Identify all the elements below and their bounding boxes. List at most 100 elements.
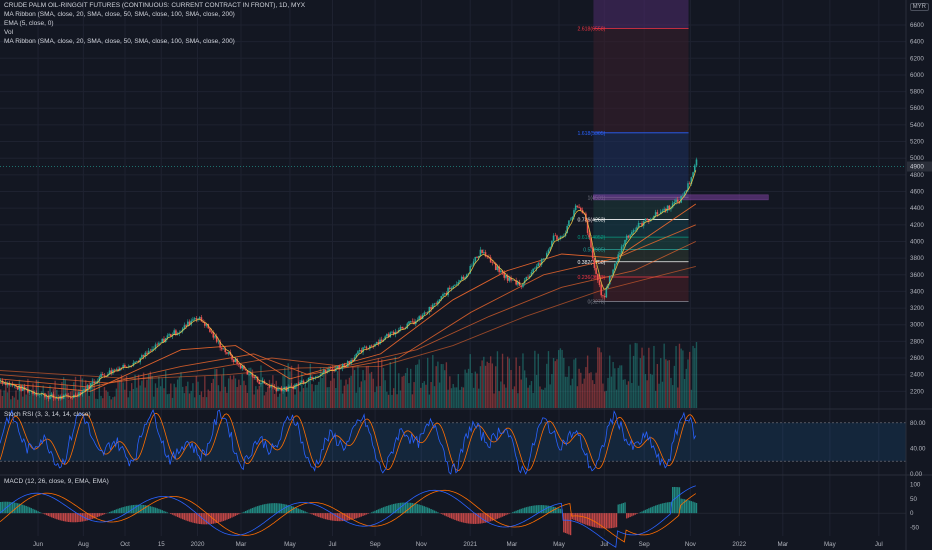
candle-body: [552, 235, 555, 241]
macd-hist-bar: [171, 513, 174, 515]
ma-ribbon-line: [0, 224, 696, 388]
macd-hist-bar: [641, 511, 643, 514]
candle-body: [246, 370, 249, 375]
candle-body: [535, 266, 538, 269]
stoch-rsi-pane[interactable]: [0, 408, 906, 475]
volume-bar: [112, 397, 114, 408]
volume-bar: [214, 369, 216, 408]
candle-body: [311, 376, 313, 379]
candle-body: [576, 205, 579, 207]
candle-body: [591, 247, 594, 259]
indicator-ma-ribbon-2[interactable]: MA Ribbon (SMA, close, 20, SMA, close, 5…: [4, 38, 235, 45]
volume-bar: [44, 395, 46, 408]
stoch-y-tick-label: 80.00: [910, 420, 926, 427]
volume-bar: [3, 390, 5, 408]
macd-hist-bar: [205, 513, 208, 525]
volume-bar: [663, 343, 665, 408]
volume-bar: [620, 365, 623, 408]
indicator-vol[interactable]: Vol: [4, 29, 14, 36]
stoch-k-line: [0, 408, 697, 475]
y-tick-label: 2800: [910, 338, 924, 345]
macd-title[interactable]: MACD (12, 26, close, 9, EMA, EMA): [4, 478, 109, 485]
candle-body: [501, 270, 504, 273]
volume-bar: [433, 386, 436, 408]
candle-body: [341, 364, 344, 369]
candle-body: [74, 394, 77, 397]
volume-bar: [364, 380, 366, 408]
candle-body: [236, 358, 238, 365]
price-pane[interactable]: 2.618(6558)1.618(5305)1(4531)0.786(4263)…: [0, 0, 906, 536]
volume-bar: [530, 381, 533, 408]
candle-body: [360, 350, 363, 353]
volume-bar: [326, 387, 328, 408]
macd-hist-bar: [457, 513, 459, 522]
volume-bar: [683, 378, 686, 408]
candle-body: [219, 341, 221, 348]
macd-hist-bar: [5, 501, 7, 514]
volume-bar: [343, 385, 346, 408]
candle-body: [52, 394, 55, 398]
ema-line: [0, 170, 697, 399]
volume-bar: [86, 393, 89, 408]
volume-bar: [88, 395, 90, 408]
candle-body: [663, 208, 665, 211]
macd-hist-bar: [323, 513, 325, 519]
x-tick-label: Mar: [777, 541, 788, 548]
volume-bar: [91, 378, 94, 408]
candle-body: [319, 374, 322, 377]
macd-hist-bar: [685, 499, 687, 514]
volume-bar: [432, 355, 434, 408]
candle-body: [83, 389, 85, 391]
candle-body: [91, 382, 94, 384]
candle-body: [202, 321, 204, 323]
volume-bar: [224, 386, 226, 408]
last-price-tag[interactable]: 4900: [907, 161, 932, 172]
volume-bar: [455, 387, 458, 408]
candle-body: [277, 388, 279, 391]
macd-hist-bar: [353, 513, 356, 519]
macd-hist-bar: [558, 508, 560, 514]
fib-zone: [593, 197, 689, 220]
y-tick-label: 3200: [910, 305, 924, 312]
candle-body: [238, 364, 240, 365]
candle-body: [682, 195, 684, 197]
volume-bar: [79, 375, 82, 408]
volume-bar: [627, 381, 630, 408]
macd-hist-bar: [149, 506, 152, 514]
candle-body: [430, 306, 432, 310]
stoch-y-tick-label: 0.00: [910, 471, 923, 478]
volume-bar: [653, 345, 655, 408]
macd-hist-bar: [539, 505, 541, 514]
macd-hist-bar: [10, 501, 12, 514]
macd-hist-bar: [117, 508, 119, 514]
volume-bar: [464, 369, 466, 408]
macd-hist-bar: [341, 513, 344, 522]
macd-hist-bar: [612, 513, 614, 528]
currency-badge[interactable]: MYR: [909, 3, 929, 11]
candle-body: [166, 335, 169, 339]
macd-hist-bar: [690, 501, 693, 514]
volume-bar: [290, 365, 293, 408]
volume-bar: [394, 356, 397, 408]
candle-body: [532, 268, 534, 273]
volume-bar: [234, 378, 237, 408]
stoch-rsi-title[interactable]: Stoch RSI (3, 3, 14, 14, close): [4, 411, 91, 418]
volume-bar: [520, 379, 522, 408]
macd-hist-bar: [673, 486, 676, 514]
macd-hist-bar: [166, 512, 169, 514]
indicator-ema[interactable]: EMA (5, close, 0): [4, 20, 54, 27]
macd-hist-bar: [285, 504, 288, 514]
fib-level-label: 0.786(4263): [577, 218, 605, 224]
candle-body: [239, 364, 242, 369]
fib-zone: [593, 249, 689, 262]
macd-hist-bar: [175, 513, 177, 517]
macd-pane[interactable]: [0, 485, 906, 548]
indicator-ma-ribbon-1[interactable]: MA Ribbon (SMA, close, 20, SMA, close, 5…: [4, 11, 235, 18]
macd-hist-bar: [449, 513, 451, 518]
volume-bar: [556, 359, 558, 408]
macd-hist-bar: [505, 513, 507, 516]
volume-bar: [5, 382, 7, 408]
macd-hist-bar: [221, 513, 223, 522]
candle-body: [489, 257, 492, 263]
